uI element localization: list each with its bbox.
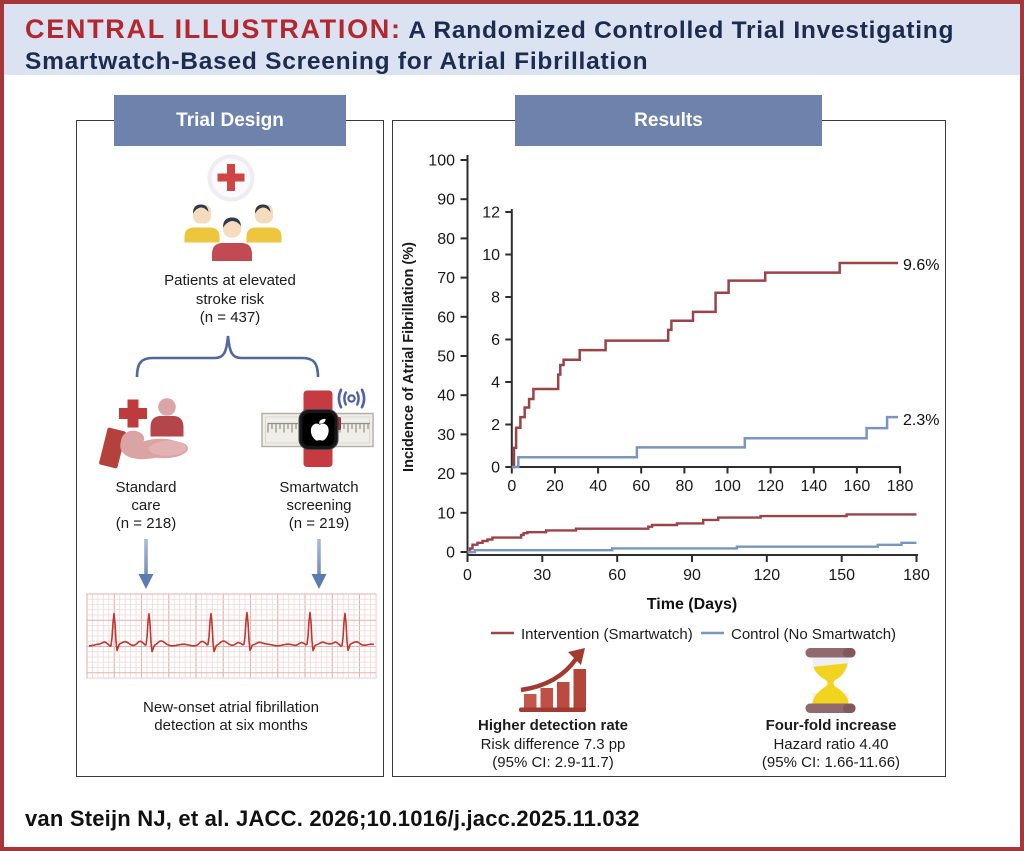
svg-text:10: 10	[437, 505, 455, 522]
svg-text:180: 180	[887, 478, 914, 495]
svg-text:20: 20	[437, 466, 455, 483]
svg-text:120: 120	[757, 478, 784, 495]
svg-text:150: 150	[828, 567, 855, 584]
svg-text:6: 6	[491, 332, 500, 349]
svg-text:180: 180	[903, 567, 930, 584]
svg-text:100: 100	[714, 478, 741, 495]
svg-text:Incidence of Atrial Fibrillati: Incidence of Atrial Fibrillation (%)	[401, 242, 417, 472]
svg-text:90: 90	[683, 567, 701, 584]
svg-text:120: 120	[753, 567, 780, 584]
svg-text:2: 2	[491, 417, 500, 434]
svg-text:60: 60	[608, 567, 626, 584]
svg-text:40: 40	[589, 478, 607, 495]
svg-text:40: 40	[437, 388, 455, 405]
svg-text:30: 30	[533, 567, 551, 584]
svg-text:0: 0	[491, 460, 500, 477]
svg-text:90: 90	[437, 192, 455, 209]
svg-text:70: 70	[437, 270, 455, 287]
svg-text:80: 80	[676, 478, 694, 495]
svg-text:160: 160	[844, 478, 871, 495]
svg-text:0: 0	[463, 567, 472, 584]
svg-text:50: 50	[437, 349, 455, 366]
svg-text:140: 140	[800, 478, 827, 495]
svg-text:30: 30	[437, 427, 455, 444]
svg-text:10: 10	[482, 247, 500, 264]
svg-text:60: 60	[632, 478, 650, 495]
svg-text:9.6%: 9.6%	[903, 257, 939, 274]
svg-text:12: 12	[482, 205, 500, 222]
svg-text:8: 8	[491, 290, 500, 307]
svg-text:80: 80	[437, 231, 455, 248]
svg-text:20: 20	[546, 478, 564, 495]
svg-text:2.3%: 2.3%	[903, 412, 939, 429]
svg-text:4: 4	[491, 375, 500, 392]
svg-text:0: 0	[507, 478, 516, 495]
svg-text:60: 60	[437, 309, 455, 326]
svg-text:0: 0	[446, 545, 455, 562]
svg-text:100: 100	[428, 153, 455, 170]
